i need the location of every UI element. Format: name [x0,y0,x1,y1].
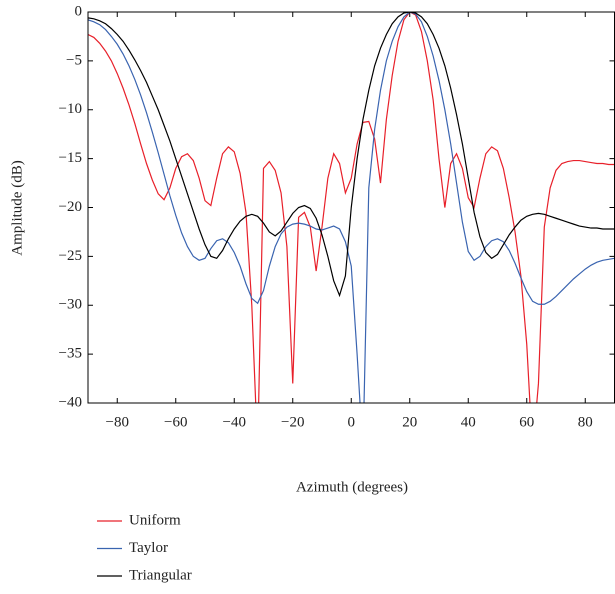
series-line [88,12,615,403]
y-tick-label: −15 [59,150,82,166]
y-tick-label: −40 [59,394,82,410]
y-tick-label: −10 [59,101,82,117]
legend-label: Uniform [129,512,181,528]
x-tick-label: 60 [519,414,534,430]
legend-label: Taylor [129,540,168,556]
series-line [88,12,615,403]
y-axis-label: Amplitude (dB) [9,160,25,255]
y-tick-label: −25 [59,248,82,264]
legend-label: Triangular [129,567,192,583]
y-tick-label: −35 [59,346,82,362]
x-tick-label: 40 [461,414,476,430]
series-line [88,12,615,298]
y-tick-label: −30 [59,297,82,313]
y-tick-label: 0 [75,3,83,19]
x-tick-label: 20 [402,414,417,430]
x-tick-label: −80 [106,414,129,430]
x-axis-label: Azimuth (degrees) [296,479,408,495]
y-tick-label: −20 [59,199,82,215]
x-tick-label: 0 [348,414,356,430]
x-tick-label: −20 [281,414,304,430]
x-tick-label: −40 [223,414,246,430]
x-tick-label: −60 [164,414,187,430]
x-tick-label: 80 [578,414,593,430]
y-tick-label: −5 [66,52,82,68]
